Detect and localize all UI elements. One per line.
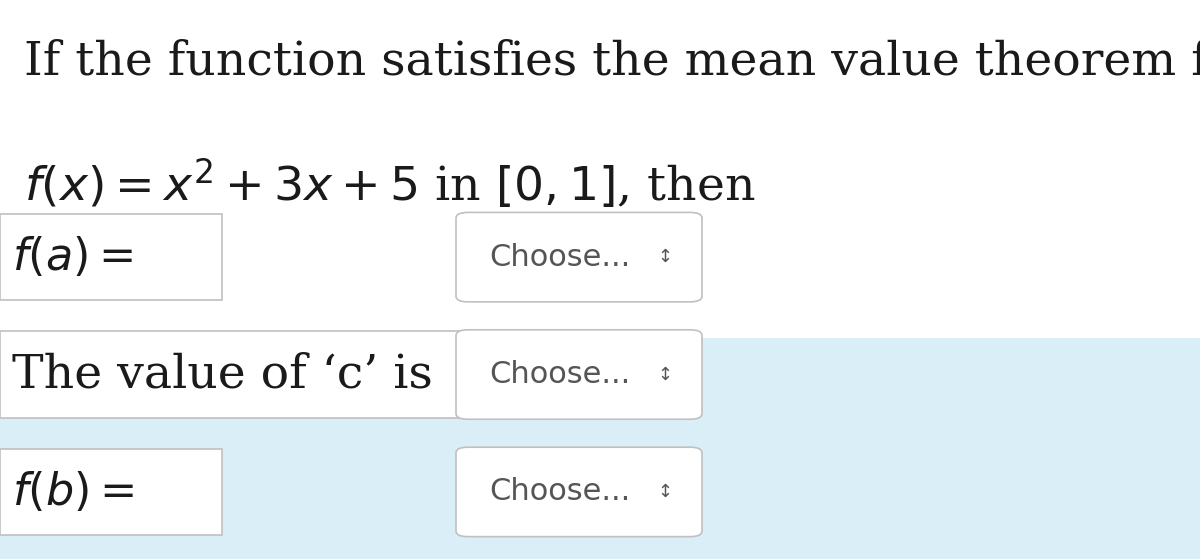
Text: $f(x)= x^2 +3x +5$ in $[0,1]$, then: $f(x)= x^2 +3x +5$ in $[0,1]$, then (24, 157, 755, 211)
Text: ↕: ↕ (656, 483, 672, 501)
Text: Choose...: Choose... (490, 243, 631, 272)
Text: Choose...: Choose... (490, 477, 631, 506)
Text: Choose...: Choose... (490, 360, 631, 389)
Text: $f(b)=$: $f(b)=$ (12, 470, 134, 514)
Text: If the function satisfies the mean value theorem for: If the function satisfies the mean value… (24, 39, 1200, 84)
Text: The value of ‘c’ is: The value of ‘c’ is (12, 352, 433, 397)
Text: $f(a)=$: $f(a)=$ (12, 235, 133, 279)
Text: ↕: ↕ (656, 366, 672, 383)
Text: ↕: ↕ (656, 248, 672, 266)
